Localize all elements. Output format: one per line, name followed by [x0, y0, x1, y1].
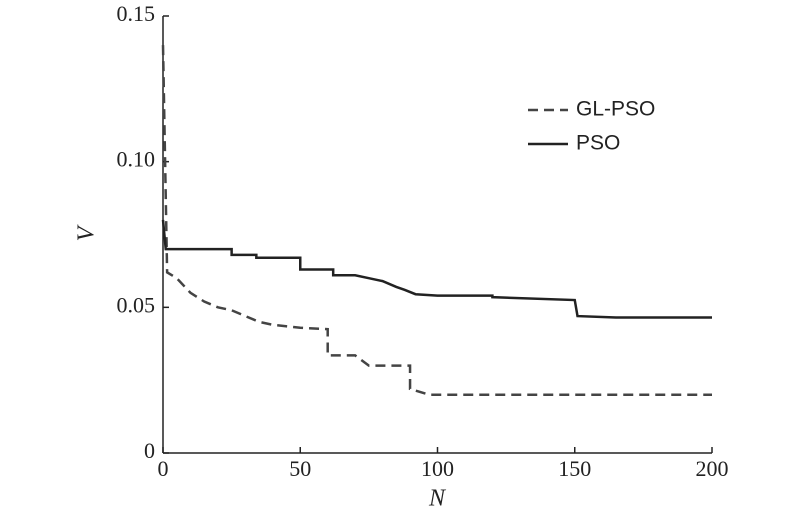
x-tick-label: 200	[696, 456, 729, 481]
y-tick-label: 0.15	[117, 1, 156, 26]
x-tick-label: 50	[289, 456, 311, 481]
legend-label: GL-PSO	[576, 98, 655, 121]
line-series	[161, 219, 712, 319]
y-tick-label: 0	[144, 438, 155, 463]
x-axis-title: N	[428, 486, 447, 512]
y-tick-label: 0.10	[117, 147, 156, 172]
x-tick-label: 100	[421, 456, 454, 481]
x-tick-label: 150	[558, 456, 591, 481]
x-tick-label: 0	[158, 456, 169, 481]
legend-label: PSO	[576, 132, 620, 155]
line-series	[161, 45, 712, 396]
y-tick-label: 0.05	[117, 292, 156, 317]
y-axis-title: V	[74, 224, 100, 241]
